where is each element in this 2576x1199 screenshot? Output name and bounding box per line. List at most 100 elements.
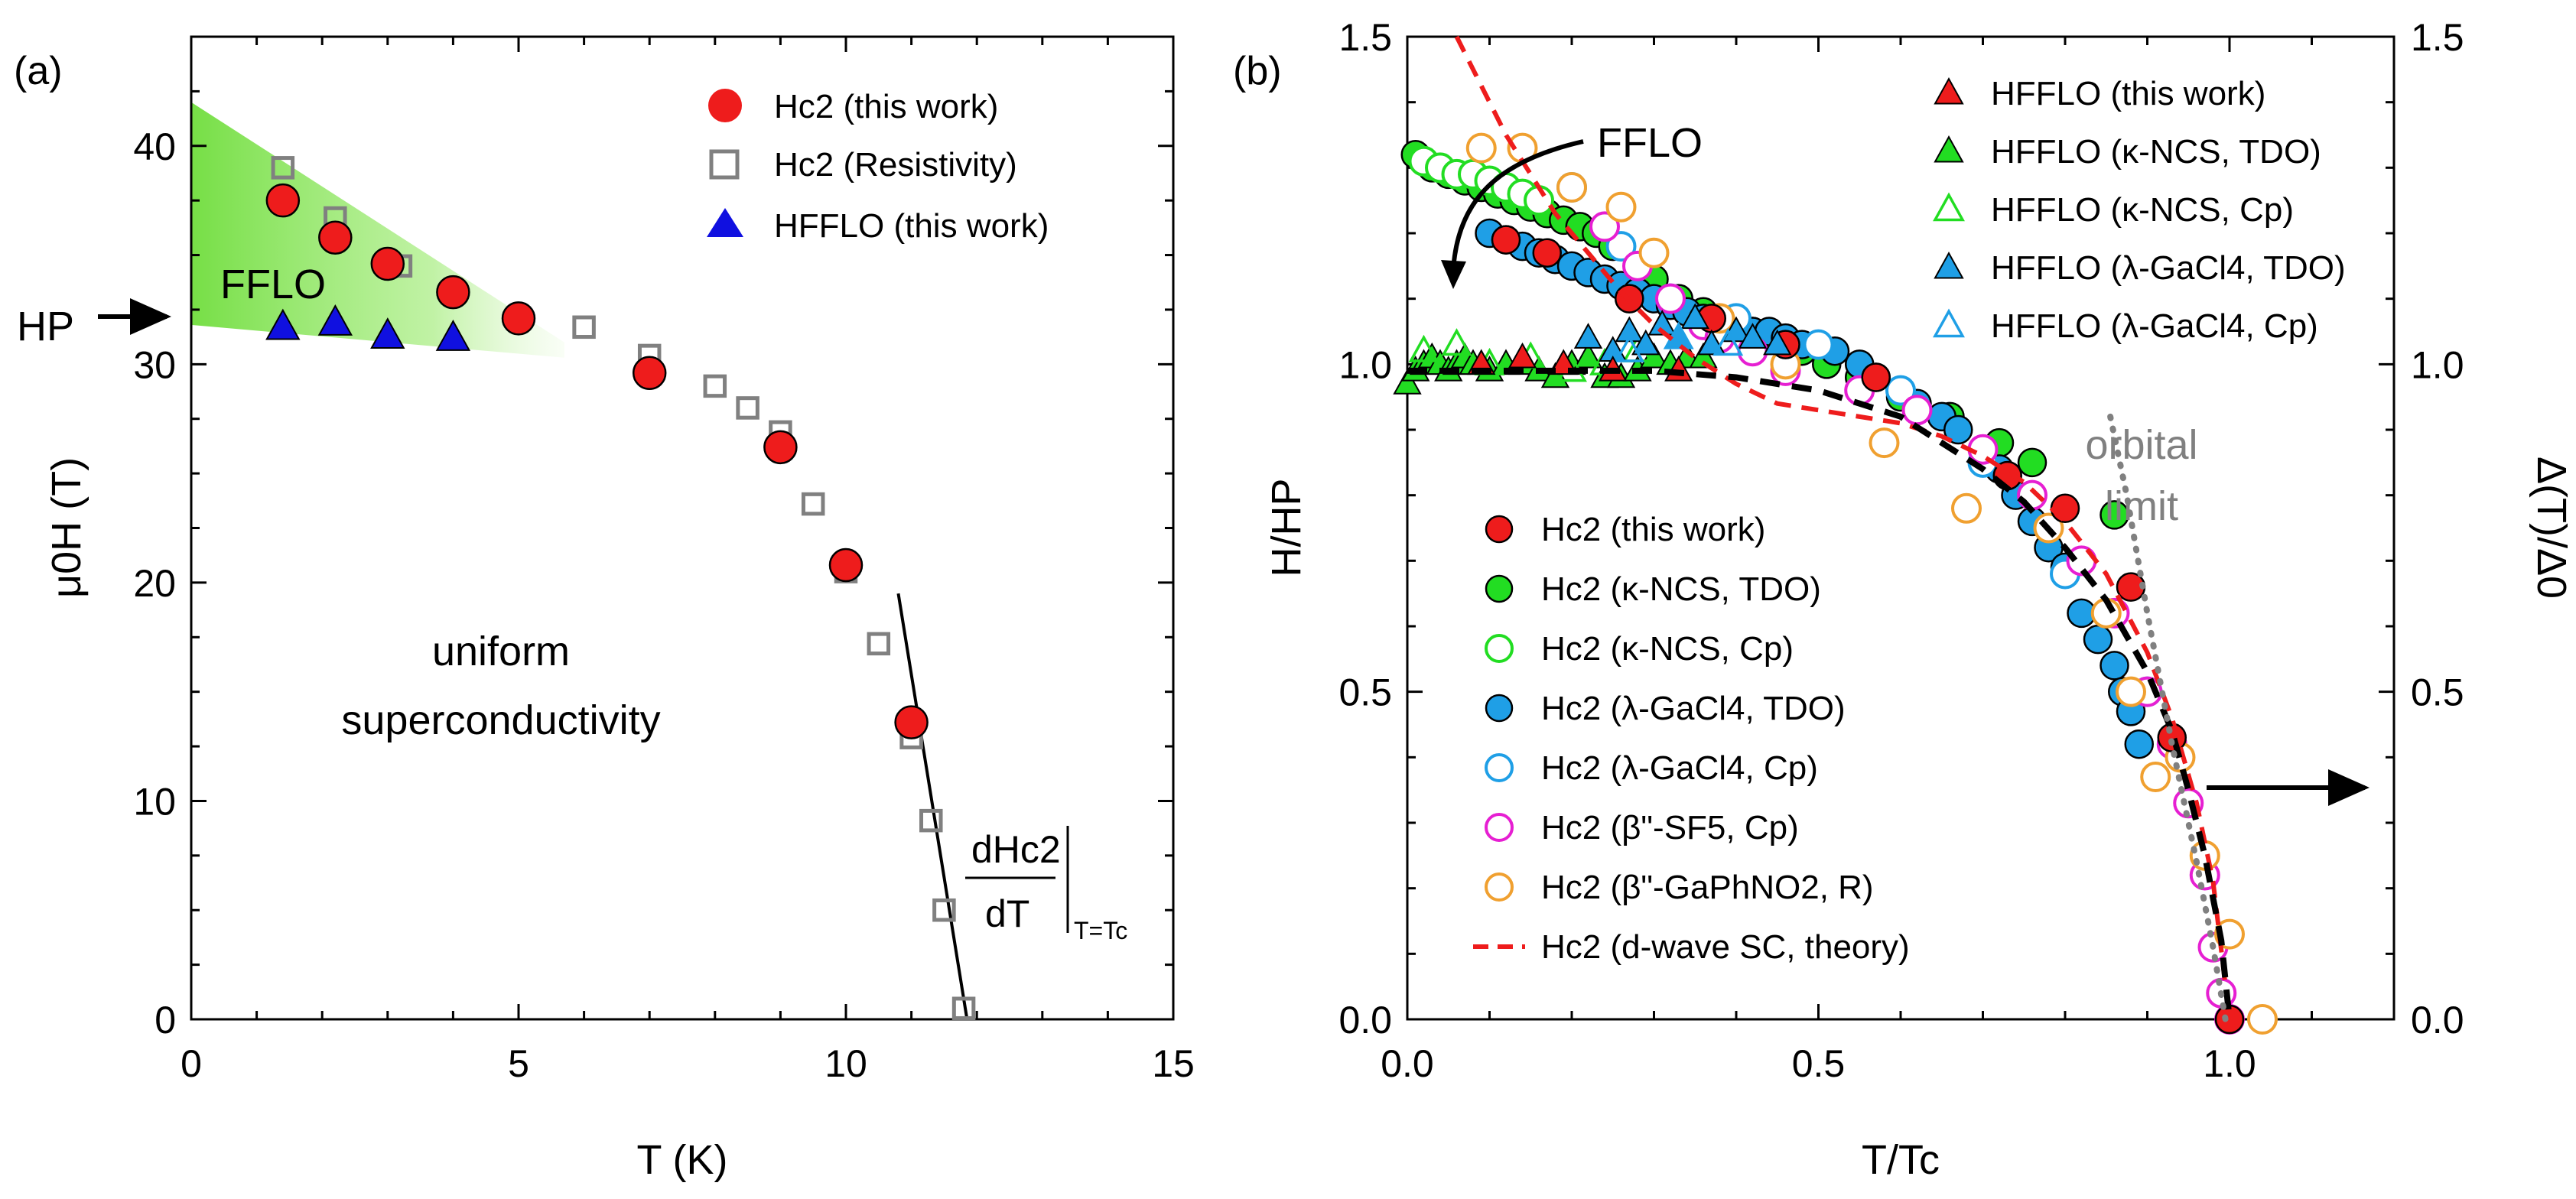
legend-b-bottom-label-5: Hc2 (β"-SF5, Cp) xyxy=(1541,809,1799,846)
a-xtick-10: 10 xyxy=(825,1042,867,1085)
legend-b-bottom-label-2: Hc2 (κ-NCS, Cp) xyxy=(1541,630,1794,668)
orbital-label: orbital xyxy=(2085,422,2197,468)
b-rtick-1: 1.0 xyxy=(2411,343,2464,386)
legend-a-label-1: Hc2 (Resistivity) xyxy=(774,146,1017,184)
a-xtick-15: 15 xyxy=(1152,1042,1195,1085)
a-ytick-0: 0 xyxy=(154,999,176,1041)
legend-b-top-marker-2 xyxy=(1933,192,1965,222)
b-point-3-1 xyxy=(1605,231,1637,262)
a-ytick-30: 30 xyxy=(133,343,176,386)
b-rtick-0: 0.0 xyxy=(2411,999,2464,1041)
b-point-9-9 xyxy=(1738,323,1768,349)
legend-b-bottom-label-0: Hc2 (this work) xyxy=(1541,511,1765,548)
b-point-5-11 xyxy=(2116,676,2146,707)
a-point-1-6 xyxy=(736,396,759,420)
panel-b-legend-bottom: Hc2 (this work) Hc2 (κ-NCS, TDO) Hc2 (κ-NC… xyxy=(1473,511,1910,966)
legend-a-marker-0 xyxy=(708,89,742,122)
slope-numerator: dHc2 xyxy=(971,828,1061,871)
a-point-2-2 xyxy=(370,317,405,349)
panel-b-frame xyxy=(1406,35,2395,1021)
b-ytick-1: 1.0 xyxy=(1338,343,1392,386)
b-point-2-39 xyxy=(2124,729,2154,759)
legend-b-top-marker-1 xyxy=(1934,135,1964,163)
legend-b-bottom-marker-4 xyxy=(1485,753,1514,782)
panel-a-x-tick-labels: 0 5 10 15 xyxy=(181,1042,1195,1085)
panel-a-data xyxy=(265,156,976,1020)
b-point-7-22 xyxy=(1689,342,1718,369)
legend-b-bottom-label-3: Hc2 (λ-GaCl4, TDO) xyxy=(1541,690,1846,727)
fflo-arrow-line xyxy=(1451,139,1584,272)
a-point-1-12 xyxy=(919,808,943,833)
b-point-9-2 xyxy=(1615,316,1644,343)
fflo-label-a: FFLO xyxy=(220,262,326,307)
b-xtick-0: 0.0 xyxy=(1381,1042,1434,1085)
a-point-0-6 xyxy=(763,430,798,465)
legend-b-bottom-label-1: Hc2 (κ-NCS, TDO) xyxy=(1541,570,1821,608)
superconductivity-label: superconductivity xyxy=(341,697,660,743)
fflo-label-b: FFLO xyxy=(1597,120,1703,166)
a-point-1-14 xyxy=(951,996,976,1020)
a-point-2-1 xyxy=(317,304,353,336)
limit-label: limit xyxy=(2105,483,2178,529)
panel-b-right-axis-label: Δ(T)/Δ0 xyxy=(2529,457,2574,599)
b-point-4-0 xyxy=(1589,211,1620,242)
b-point-2-27 xyxy=(1943,414,1973,445)
legend-b-bottom-marker-3 xyxy=(1485,694,1514,723)
legend-b-bottom-marker-1 xyxy=(1485,574,1514,603)
legend-b-bottom-label-4: Hc2 (λ-GaCl4, Cp) xyxy=(1541,749,1818,787)
panel-b-y-tick-labels: 0.0 0.5 1.0 1.5 xyxy=(1338,16,1392,1041)
a-point-0-3 xyxy=(436,275,470,310)
b-rtick-15: 1.5 xyxy=(2411,16,2464,59)
a-point-1-5 xyxy=(703,374,727,398)
b-point-3-5 xyxy=(1885,375,1916,406)
a-ytick-40: 40 xyxy=(133,125,176,168)
a-point-0-4 xyxy=(501,301,536,336)
b-point-10-2 xyxy=(1712,328,1744,356)
legend-b-bottom-label-7: Hc2 (d-wave SC, theory) xyxy=(1541,928,1910,966)
panel-a: (a) 0 5 10 15 0 10 20 30 40 T (K) μ0H (T… xyxy=(14,35,1195,1183)
b-ytick-0: 0.0 xyxy=(1338,999,1392,1041)
panel-a-y-axis-label: μ0H (T) xyxy=(44,457,89,598)
a-xtick-5: 5 xyxy=(508,1042,529,1085)
panel-b-right-tick-labels: 0.0 0.5 1.0 1.5 xyxy=(2411,16,2464,1041)
b-point-9-0 xyxy=(1573,323,1603,349)
legend-b-bottom-marker-0 xyxy=(1485,515,1514,544)
b-point-2-35 xyxy=(2083,624,2113,655)
legend-b-bottom-marker-5 xyxy=(1485,813,1514,842)
b-point-9-10 xyxy=(1763,329,1792,356)
b-point-6-5 xyxy=(1861,362,1891,392)
uniform-label: uniform xyxy=(432,629,570,674)
legend-b-top-label-3: HFFLO (λ-GaCl4, TDO) xyxy=(1991,249,2346,287)
b-point-5-3 xyxy=(1605,191,1637,223)
legend-b-top-marker-4 xyxy=(1933,308,1965,338)
legend-a-marker-1 xyxy=(709,149,740,180)
a-point-1-3 xyxy=(572,315,596,340)
slope-eval: T=Tc xyxy=(1074,917,1127,944)
b-xtick-05: 0.5 xyxy=(1792,1042,1846,1085)
b-point-4-2 xyxy=(1655,283,1686,314)
legend-a-label-2: HFFLO (this work) xyxy=(774,207,1049,245)
legend-b-top-label-2: HFFLO (κ-NCS, Cp) xyxy=(1991,191,2294,229)
panel-b: (b) 0.0 0.5 1.0 0.0 0.5 1.0 1.5 0.0 0.5 … xyxy=(1233,16,2574,1183)
legend-b-bottom-marker-2 xyxy=(1485,634,1514,663)
b-point-4-8 xyxy=(1901,395,1933,426)
legend-b-bottom-label-6: Hc2 (β"-GaPhNO2, R) xyxy=(1541,869,1874,906)
b-ytick-05: 0.5 xyxy=(1338,671,1392,714)
legend-a-label-0: Hc2 (this work) xyxy=(774,88,998,125)
orbital-limit-curve xyxy=(2107,413,2229,1022)
panel-a-legend: Hc2 (this work) Hc2 (Resistivity) HFFLO … xyxy=(707,88,1049,245)
b-point-9-4 xyxy=(1647,310,1677,336)
b-point-6-7 xyxy=(2050,493,2080,524)
gap-curve xyxy=(1407,367,2233,1020)
legend-b-top-label-0: HFFLO (this work) xyxy=(1991,75,2265,112)
b-point-9-6 xyxy=(1680,303,1709,330)
b-point-5-12 xyxy=(2140,762,2171,793)
b-xtick-1: 1.0 xyxy=(2203,1042,2256,1085)
panel-b-legend-top: HFFLO (this work) HFFLO (κ-NCS, TDO) HFFLO… xyxy=(1933,75,2346,345)
fflo-arrow-head xyxy=(1441,260,1466,289)
panel-a-x-axis-label: T (K) xyxy=(637,1137,728,1183)
a-ytick-20: 20 xyxy=(133,562,176,605)
b-point-5-8 xyxy=(1951,492,1982,524)
legend-b-top-marker-0 xyxy=(1934,77,1964,105)
legend-b-top-label-4: HFFLO (λ-GaCl4, Cp) xyxy=(1991,307,2318,345)
